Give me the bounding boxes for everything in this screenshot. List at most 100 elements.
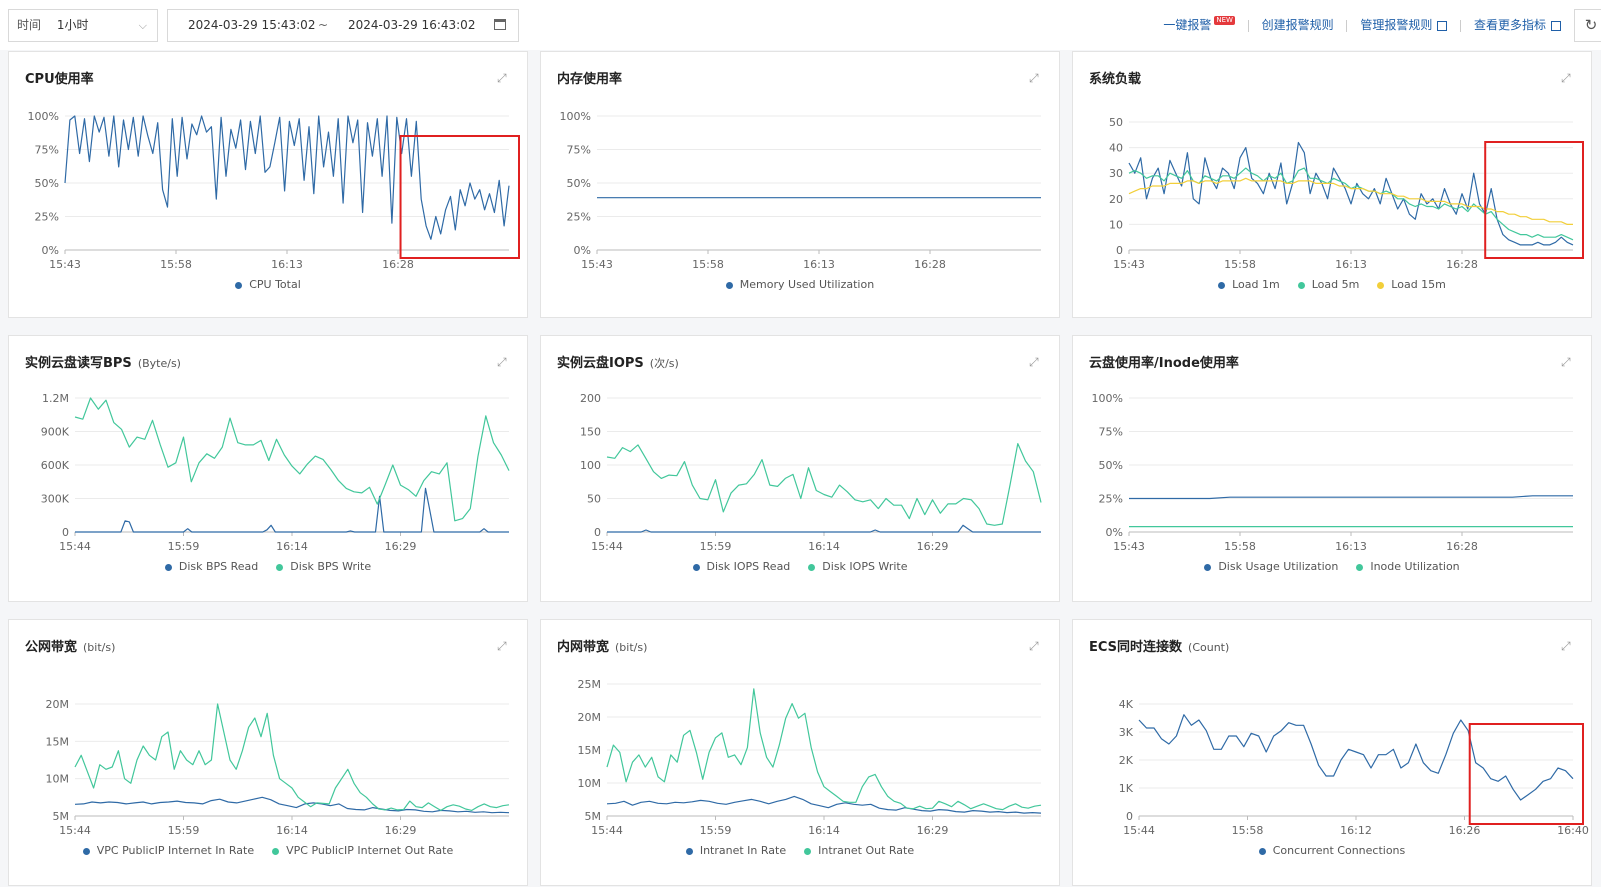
- legend-item[interactable]: CPU Total: [235, 278, 301, 291]
- y-tick-label: 4K: [1119, 698, 1134, 711]
- external-link-icon: [1551, 20, 1561, 31]
- chart-unit: (次/s): [649, 357, 679, 370]
- x-tick-label: 15:58: [160, 258, 192, 271]
- x-tick-label: 16:40: [1557, 824, 1589, 837]
- x-tick-label: 16:14: [808, 540, 840, 553]
- chart-title-text: 实例云盘读写BPS: [25, 356, 132, 371]
- legend-item[interactable]: Inode Utilization: [1356, 560, 1460, 573]
- legend-dot-icon: [164, 563, 172, 571]
- date-range-picker[interactable]: 2024-03-29 15:43:02 ~ 2024-03-29 16:43:0…: [167, 9, 519, 42]
- legend-dot-icon: [1218, 281, 1226, 289]
- legend-label: Disk Usage Utilization: [1218, 560, 1339, 573]
- chart-svg: 100% 75% 50% 25% 0%15:43 15:58 16:13 16:28: [28, 110, 520, 271]
- series-line-load-1m: [1128, 141, 1574, 246]
- legend-item[interactable]: Disk Usage Utilization: [1204, 560, 1338, 573]
- x-tick-label: 15:44: [59, 540, 91, 553]
- x-tick-label: 16:26: [1449, 824, 1481, 837]
- chart-title-text: 公网带宽: [25, 640, 78, 655]
- y-tick-label: 75%: [567, 144, 591, 157]
- legend-label: Load 15m: [1391, 278, 1446, 291]
- calendar-icon[interactable]: [494, 19, 506, 30]
- x-tick-label: 15:43: [1113, 540, 1145, 553]
- chart-panel-cpu: 100% 75% 50% 25% 0% 15:43 15:58 16:13 16:28 CPU使用…: [8, 51, 528, 318]
- x-tick-label: 16:13: [1335, 258, 1367, 271]
- series-line-disk-bps-read: [75, 487, 509, 533]
- x-tick-label: 16:14: [808, 824, 840, 837]
- x-tick-label: 16:28: [1446, 540, 1478, 553]
- expand-icon[interactable]: ⤢: [1029, 639, 1039, 653]
- divider: [1460, 19, 1462, 32]
- y-tick-label: 50: [1109, 116, 1123, 129]
- chart-legend: VPC PublicIP Internet In Rate VPC PublicI…: [9, 844, 527, 857]
- chart-title: 内网带宽 (bit/s): [557, 636, 647, 655]
- legend-item[interactable]: Load 5m: [1297, 278, 1360, 291]
- expand-icon[interactable]: ⤢: [1561, 355, 1571, 369]
- y-tick-label: 0%: [574, 244, 591, 257]
- create-rule-link[interactable]: 创建报警规则: [1261, 18, 1334, 32]
- legend-item[interactable]: Disk BPS Write: [276, 560, 371, 573]
- divider: [1346, 19, 1348, 32]
- refresh-button[interactable]: ↻: [1574, 9, 1601, 42]
- y-tick-label: 40: [1109, 142, 1123, 155]
- more-metrics-label: 查看更多指标: [1473, 18, 1546, 32]
- expand-icon[interactable]: ⤢: [497, 639, 507, 653]
- legend-label: Load 5m: [1311, 278, 1360, 291]
- expand-icon[interactable]: ⤢: [1561, 71, 1571, 85]
- x-tick-label: 16:14: [276, 540, 308, 553]
- chart-title-text: 实例云盘IOPS: [557, 356, 644, 371]
- expand-icon[interactable]: ⤢: [1029, 71, 1039, 85]
- chart-title-text: CPU使用率: [25, 72, 94, 87]
- chart-panel-bps: 1.2M 900K 600K 300K 0 15:44 15:59 16:14 16:29 实例云…: [8, 335, 528, 602]
- expand-icon[interactable]: ⤢: [497, 355, 507, 369]
- time-range-select[interactable]: 时间 1小时 ⌵: [8, 9, 158, 42]
- x-tick-label: 15:44: [59, 824, 91, 837]
- legend-item[interactable]: Load 15m: [1377, 278, 1446, 291]
- legend-item[interactable]: VPC PublicIP Internet Out Rate: [272, 844, 453, 857]
- series-line-vpc-publicip-internet-out-rate: [74, 703, 510, 811]
- legend-label: Intranet In Rate: [699, 844, 787, 857]
- x-tick-label: 15:59: [700, 824, 732, 837]
- series-line-concurrent-connections: [1138, 714, 1574, 801]
- legend-item[interactable]: Memory Used Utilization: [725, 278, 875, 291]
- legend-item[interactable]: Disk BPS Read: [164, 560, 258, 573]
- y-tick-label: 25%: [1099, 493, 1123, 506]
- one-click-alarm-link[interactable]: 一键报警 NEW: [1163, 16, 1235, 33]
- chart-unit: (Byte/s): [137, 357, 181, 370]
- x-tick-label: 16:13: [803, 258, 835, 271]
- manage-rule-link[interactable]: 管理报警规则: [1360, 16, 1448, 33]
- manage-rule-label: 管理报警规则: [1360, 18, 1433, 32]
- expand-icon[interactable]: ⤢: [1029, 355, 1039, 369]
- legend-item[interactable]: Concurrent Connections: [1258, 844, 1406, 857]
- chart-panel-intra: 25M 20M 15M 10M 5M 15:44 15:59 16:14 16:29 内网带宽 (b…: [540, 619, 1060, 886]
- legend-item[interactable]: VPC PublicIP Internet In Rate: [82, 844, 254, 857]
- legend-dot-icon: [804, 847, 812, 855]
- legend-label: Disk BPS Write: [290, 560, 372, 573]
- legend-dot-icon: [235, 281, 243, 289]
- chart-title: 系统负载: [1089, 68, 1141, 87]
- expand-icon[interactable]: ⤢: [1561, 639, 1571, 653]
- legend-label: VPC PublicIP Internet Out Rate: [286, 844, 454, 857]
- series-line-disk-usage-utilization: [1129, 495, 1573, 500]
- chart-legend: Load 1m Load 5m Load 15m: [1073, 278, 1591, 291]
- more-metrics-link[interactable]: 查看更多指标: [1474, 16, 1561, 33]
- x-tick-label: 15:58: [1224, 540, 1256, 553]
- legend-item[interactable]: Disk IOPS Read: [692, 560, 790, 573]
- legend-label: Concurrent Connections: [1272, 844, 1406, 857]
- legend-dot-icon: [272, 847, 280, 855]
- expand-icon[interactable]: ⤢: [497, 71, 507, 85]
- legend-label: Memory Used Utilization: [739, 278, 875, 291]
- legend-item[interactable]: Load 1m: [1218, 278, 1280, 291]
- y-tick-label: 25%: [567, 211, 591, 224]
- y-tick-label: 0: [1126, 810, 1133, 823]
- chart-panel-load: 50 40 30 20 10 0 15:43 15:58 16:13 16:28 系统负载 ⤢ Load…: [1072, 51, 1592, 318]
- legend-item[interactable]: Intranet In Rate: [685, 844, 787, 857]
- legend-label: CPU Total: [249, 278, 301, 291]
- legend-item[interactable]: Disk IOPS Write: [808, 560, 907, 573]
- chart-title: 实例云盘读写BPS (Byte/s): [25, 352, 181, 371]
- y-tick-label: 0: [1116, 244, 1123, 257]
- legend-item[interactable]: Intranet Out Rate: [804, 844, 914, 857]
- chart-unit: (bit/s): [83, 641, 116, 654]
- legend-dot-icon: [692, 563, 700, 571]
- legend-label: Intranet Out Rate: [818, 844, 915, 857]
- y-tick-label: 1.2M: [42, 392, 69, 405]
